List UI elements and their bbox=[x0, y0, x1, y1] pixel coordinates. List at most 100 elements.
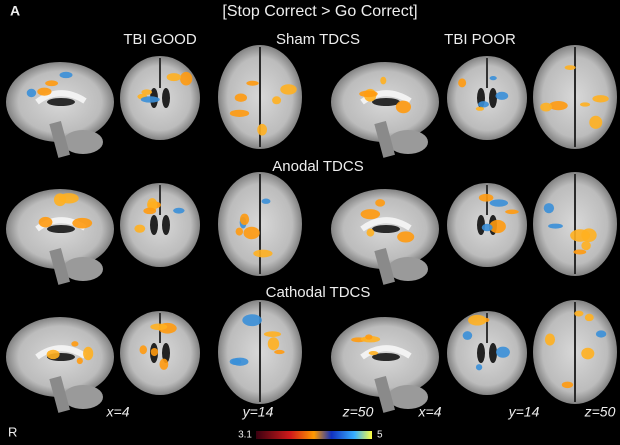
coronal-slice bbox=[447, 56, 527, 140]
activation bbox=[173, 207, 185, 214]
activation bbox=[280, 84, 297, 95]
corpus-callosum bbox=[360, 217, 412, 232]
ventricle bbox=[372, 353, 400, 361]
activation bbox=[540, 102, 553, 112]
activation bbox=[495, 91, 509, 100]
colorbar-max: 5 bbox=[377, 430, 383, 441]
activation bbox=[150, 347, 159, 357]
activation bbox=[272, 96, 282, 105]
brainstem bbox=[49, 375, 70, 413]
activation bbox=[496, 346, 510, 358]
activation bbox=[584, 313, 594, 322]
activation bbox=[139, 345, 148, 355]
brainstem bbox=[374, 247, 395, 285]
activation bbox=[365, 334, 373, 340]
activation bbox=[380, 76, 387, 85]
activation bbox=[242, 314, 262, 327]
ventricle bbox=[47, 225, 75, 233]
brainstem bbox=[374, 120, 395, 158]
row-label: Cathodal TDCS bbox=[266, 284, 371, 301]
slice-label: z=50 bbox=[342, 404, 374, 420]
cerebellum bbox=[63, 257, 103, 281]
activation bbox=[505, 209, 519, 215]
activation bbox=[395, 100, 412, 114]
activation bbox=[360, 209, 381, 220]
slice-label: x=4 bbox=[106, 404, 130, 420]
activation bbox=[229, 109, 250, 117]
activation bbox=[574, 310, 584, 317]
ventricle bbox=[477, 215, 485, 235]
title: [Stop Correct > Go Correct] bbox=[222, 3, 417, 20]
activation bbox=[45, 80, 59, 87]
activation bbox=[543, 203, 555, 214]
activation bbox=[150, 323, 168, 331]
activation bbox=[592, 95, 609, 103]
brain-images bbox=[6, 45, 617, 413]
activation bbox=[235, 227, 244, 236]
activation bbox=[274, 349, 285, 355]
activation bbox=[579, 102, 591, 107]
orientation-label: R bbox=[8, 424, 17, 439]
activation bbox=[257, 123, 268, 136]
slice-label: y=14 bbox=[242, 404, 274, 420]
activation bbox=[246, 80, 259, 86]
brainstem bbox=[49, 120, 70, 158]
ventricle bbox=[489, 88, 497, 108]
cerebellum bbox=[388, 257, 428, 281]
cerebellum bbox=[63, 130, 103, 154]
activation bbox=[71, 341, 79, 347]
activation bbox=[548, 223, 563, 229]
ventricle bbox=[162, 343, 170, 363]
activation bbox=[375, 199, 386, 207]
activation bbox=[549, 100, 568, 111]
activation bbox=[462, 331, 473, 340]
activation bbox=[589, 115, 603, 129]
corpus-callosum bbox=[360, 345, 412, 360]
activation bbox=[37, 87, 52, 96]
slice-label: z=50 bbox=[584, 404, 616, 420]
activation bbox=[581, 347, 595, 360]
activation bbox=[53, 193, 67, 207]
activation bbox=[76, 357, 83, 365]
activation bbox=[26, 88, 37, 98]
ventricle bbox=[372, 225, 400, 233]
cerebellum bbox=[63, 385, 103, 409]
activation bbox=[481, 223, 493, 232]
activation bbox=[489, 76, 497, 81]
corpus-callosum bbox=[35, 90, 87, 105]
group-label: TBI GOOD bbox=[123, 31, 197, 48]
activation bbox=[83, 346, 94, 361]
activation bbox=[458, 78, 467, 88]
ventricle bbox=[489, 343, 497, 363]
activation bbox=[59, 71, 73, 79]
cerebellum bbox=[388, 130, 428, 154]
ventricle bbox=[477, 343, 485, 363]
row-label: Sham TDCS bbox=[276, 31, 360, 48]
activation bbox=[561, 381, 574, 389]
activation bbox=[166, 73, 182, 82]
activation bbox=[234, 93, 248, 102]
activation bbox=[143, 207, 157, 215]
cerebellum bbox=[388, 385, 428, 409]
group-label: TBI POOR bbox=[444, 31, 516, 48]
activation bbox=[366, 228, 375, 237]
activation bbox=[359, 90, 378, 98]
row-label: Anodal TDCS bbox=[272, 158, 363, 175]
activation bbox=[478, 193, 494, 202]
coronal-slice bbox=[120, 311, 200, 395]
activation bbox=[140, 96, 160, 103]
activation bbox=[368, 351, 379, 356]
activation bbox=[544, 333, 556, 346]
ventricle bbox=[372, 98, 400, 106]
brainstem bbox=[49, 247, 70, 285]
activation bbox=[261, 198, 271, 204]
activation bbox=[159, 358, 169, 370]
activation bbox=[263, 331, 282, 337]
slice-label: y=14 bbox=[508, 404, 540, 420]
activation bbox=[397, 231, 415, 243]
activation bbox=[46, 349, 60, 360]
activation bbox=[141, 89, 153, 95]
activation bbox=[231, 357, 249, 366]
activation bbox=[180, 71, 193, 86]
ventricle bbox=[47, 98, 75, 106]
